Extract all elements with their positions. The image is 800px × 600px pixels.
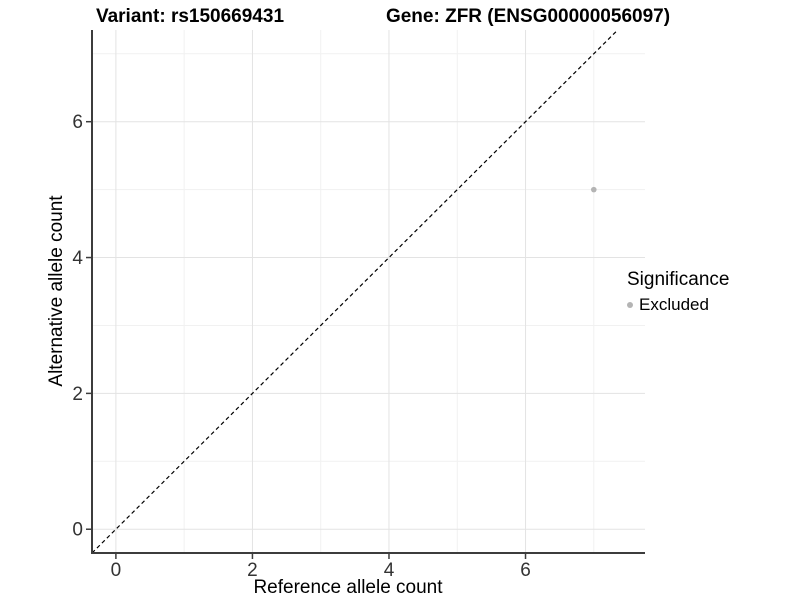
legend-title: Significance — [627, 269, 730, 290]
legend-item: Excluded — [627, 295, 729, 315]
y-tick-label: 6 — [72, 112, 83, 133]
identity-reference-line — [91, 29, 619, 554]
y-tick-label: 4 — [72, 248, 83, 269]
y-tick-label: 2 — [72, 384, 83, 405]
legend-point-icon — [627, 302, 633, 308]
data-point — [590, 186, 597, 193]
x-axis-title: Reference allele count — [253, 577, 443, 598]
legend-item-label: Excluded — [639, 295, 709, 314]
x-tick-label: 4 — [384, 560, 395, 581]
y-tick-label: 0 — [72, 520, 83, 541]
x-tick-label: 2 — [247, 560, 258, 581]
gene-title: Gene: ZFR (ENSG00000056097) — [385, 6, 671, 27]
legend: Significance Excluded — [627, 269, 729, 315]
variant-title: Variant: rs150669431 — [95, 6, 285, 27]
x-tick-label: 6 — [520, 560, 531, 581]
y-axis-title: Alternative allele count — [46, 195, 67, 387]
x-tick-label: 0 — [111, 560, 122, 581]
